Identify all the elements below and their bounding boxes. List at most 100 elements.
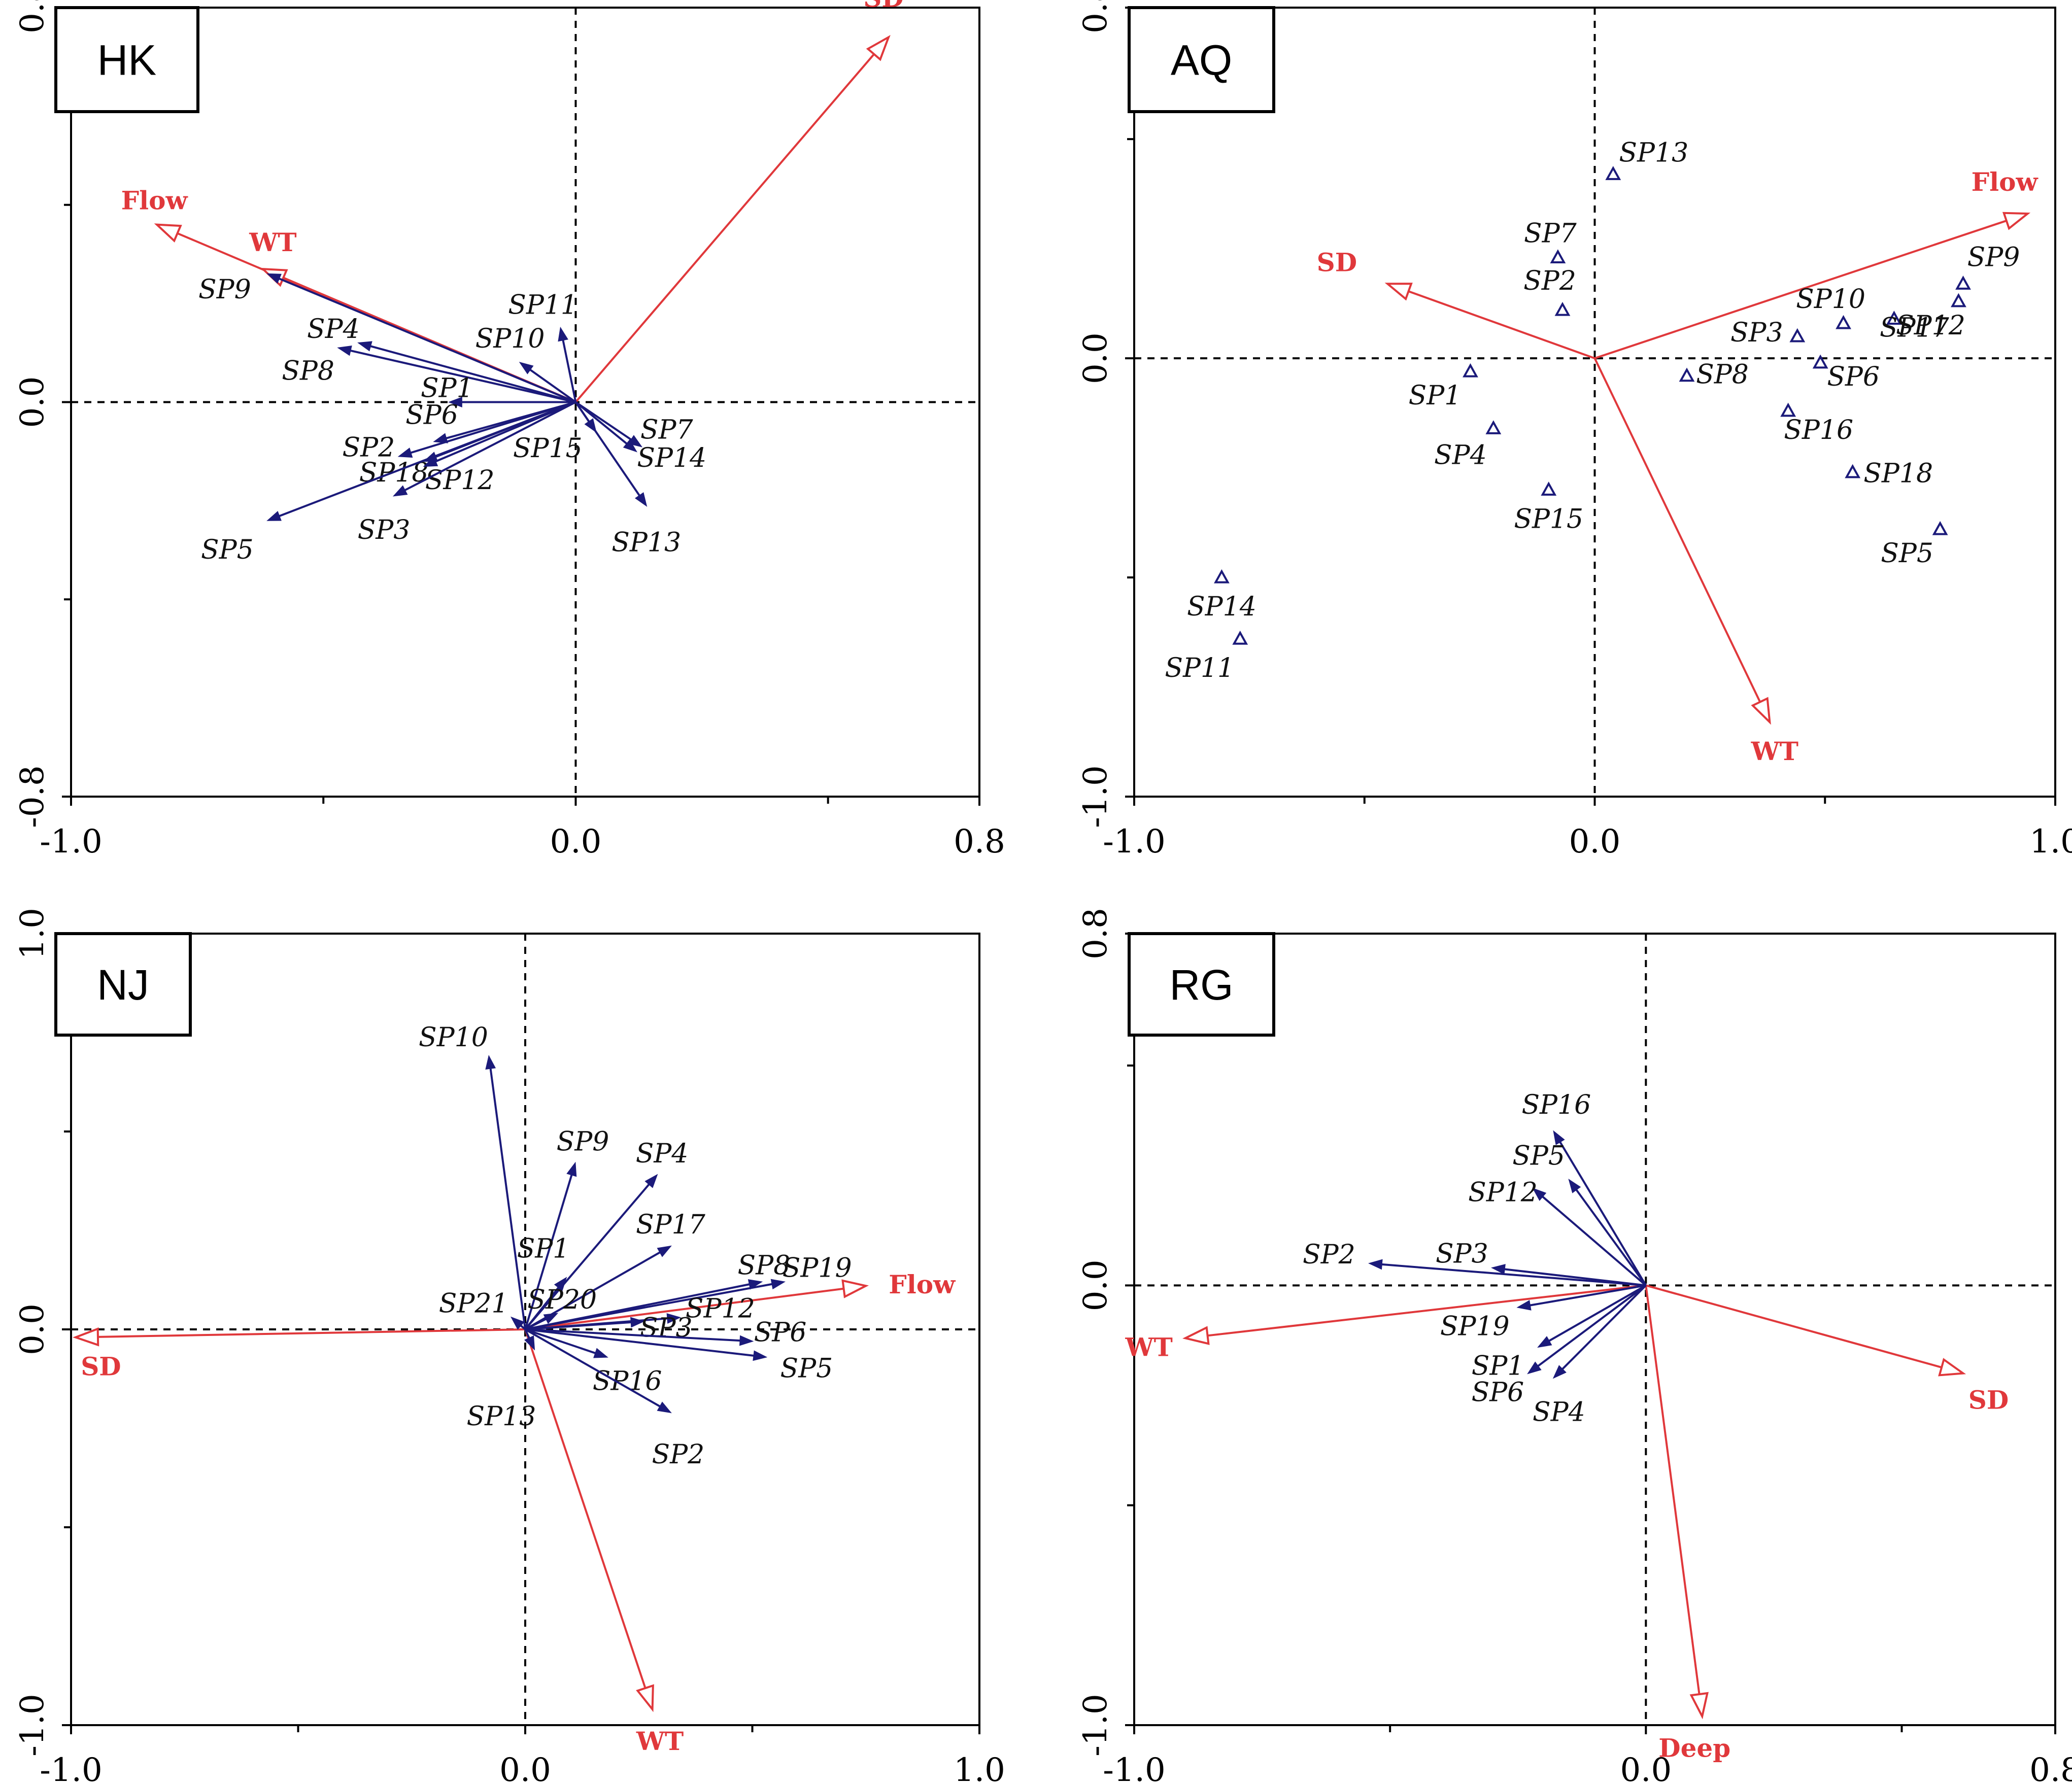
x-tick-label: -1.0: [40, 823, 102, 861]
env-arrowhead: [1182, 1326, 1210, 1345]
species-arrow-sp10: [529, 369, 576, 403]
env-arrowhead: [866, 35, 891, 61]
species-arrowhead: [433, 433, 448, 443]
x-tick-label: 0.0: [499, 1752, 551, 1784]
species-point-sp2: [1554, 301, 1571, 316]
species-arrowhead: [1537, 1336, 1552, 1348]
x-tick-label: 0.8: [2029, 1752, 2072, 1784]
species-arrow-sp2: [1381, 1263, 1646, 1287]
y-tick-label: -1.0: [1077, 765, 1114, 828]
species-label-sp9: SP9: [1967, 242, 2020, 272]
species-label-sp2: SP2: [343, 432, 395, 463]
panel-aq: -1.0 0.0 1.0 -1.0 0.0 0.8 Flow SD WT SP13 SP7 SP2 SP…: [1077, 0, 2072, 861]
species-label-sp12: SP12: [1896, 311, 1965, 341]
species-point-sp12: [1951, 293, 1966, 307]
env-arrow-wt: [524, 1329, 647, 1689]
species-arrowhead: [666, 1313, 682, 1324]
species-arrow-sp5: [525, 1328, 754, 1357]
env-label-sd: SD: [863, 0, 903, 13]
species-arrowhead: [753, 1350, 768, 1361]
species-arrow-sp2: [410, 401, 576, 454]
species-arrow-sp11: [562, 339, 577, 402]
env-label-wt: WT: [636, 1726, 684, 1756]
panel-label-box: [1128, 932, 1275, 1037]
env-arrowhead: [1751, 697, 1771, 725]
species-arrowhead: [397, 448, 413, 458]
species-arrowhead: [1491, 1264, 1506, 1275]
species-arrow-sp6: [525, 1328, 740, 1342]
env-arrow-flow: [1594, 220, 2007, 360]
species-label-sp20: SP20: [527, 1285, 597, 1315]
env-label-sd: SD: [81, 1352, 121, 1382]
species-label-sp18: SP18: [1863, 459, 1933, 489]
env-arrowhead: [154, 223, 182, 243]
species-point-sp10: [1836, 315, 1851, 329]
env-label-wt: WT: [1125, 1332, 1172, 1362]
species-arrowhead: [1527, 1361, 1542, 1375]
env-arrow-wt: [1593, 358, 1761, 703]
species-arrow-sp4: [1561, 1284, 1647, 1370]
plot-frame: [1133, 933, 2056, 1726]
species-point-sp8: [1679, 367, 1695, 382]
species-arrowhead: [357, 341, 372, 352]
species-arrowhead: [657, 1401, 672, 1414]
species-label-sp17: SP17: [1880, 313, 1950, 343]
species-point-sp17: [1886, 311, 1902, 325]
env-label-flow: Flow: [889, 1270, 956, 1299]
species-arrowhead: [770, 1279, 786, 1290]
species-label-sp10: SP10: [475, 324, 545, 354]
y-tick-label: 1.0: [14, 908, 51, 959]
x-tick-label: -1.0: [1103, 823, 1165, 861]
species-arrow-sp4: [370, 345, 576, 403]
species-point-sp6: [1812, 354, 1828, 369]
species-arrow-sp19: [1530, 1284, 1646, 1307]
species-label-sp12: SP12: [425, 465, 495, 496]
species-point-sp16: [1780, 402, 1796, 417]
species-arrow-sp3: [404, 401, 576, 491]
panel-label: HK: [97, 37, 157, 84]
species-label-sp1: SP1: [517, 1234, 570, 1264]
species-arrowhead: [657, 1245, 672, 1257]
species-arrowhead: [1368, 1259, 1383, 1270]
env-arrowhead: [1938, 1358, 1966, 1377]
species-label-sp10: SP10: [1796, 284, 1865, 315]
species-label-sp14: SP14: [1187, 592, 1256, 622]
species-label-sp8: SP8: [282, 356, 334, 387]
y-tick-label: 0.8: [1077, 908, 1114, 959]
env-arrow-sd: [1408, 290, 1595, 359]
species-point-sp11: [1232, 630, 1248, 645]
species-label-sp5: SP5: [201, 535, 254, 565]
y-tick-label: -0.8: [14, 765, 51, 828]
plot-frame: [1133, 7, 2056, 798]
species-label-sp14: SP14: [637, 443, 706, 473]
species-arrowhead: [628, 435, 643, 448]
species-label-sp12: SP12: [1468, 1178, 1538, 1208]
species-arrowhead: [1553, 1130, 1565, 1145]
panel-label-box: [54, 932, 192, 1037]
species-label-sp3: SP3: [358, 515, 411, 545]
y-tick-label: -1.0: [1077, 1694, 1114, 1756]
species-arrow-sp10: [489, 1068, 526, 1330]
panel-label: RG: [1170, 961, 1234, 1009]
species-label-sp6: SP6: [754, 1317, 807, 1348]
y-tick-label: 0.8: [14, 0, 51, 33]
species-arrowhead: [485, 1054, 496, 1070]
species-label-sp1: SP1: [1472, 1351, 1524, 1382]
species-arrowhead: [1532, 1187, 1547, 1201]
species-label-sp10: SP10: [419, 1022, 488, 1053]
species-label-sp19: SP19: [783, 1253, 852, 1283]
species-label-sp6: SP6: [405, 400, 458, 430]
species-arrowhead: [634, 492, 648, 507]
species-label-sp11: SP11: [508, 290, 578, 321]
env-arrow-sd: [97, 1328, 526, 1338]
species-label-sp6: SP6: [1827, 362, 1880, 392]
species-arrow-sp16: [525, 1328, 596, 1354]
species-label-sp2: SP2: [1523, 266, 1576, 296]
species-label-sp8: SP8: [1696, 360, 1749, 390]
species-arrowhead: [524, 1335, 535, 1351]
species-label-sp9: SP9: [557, 1126, 609, 1157]
species-arrowhead: [511, 1316, 525, 1330]
species-point-sp13: [1605, 166, 1621, 180]
species-arrowhead: [448, 397, 462, 407]
y-tick-label: 0.0: [1077, 332, 1114, 384]
